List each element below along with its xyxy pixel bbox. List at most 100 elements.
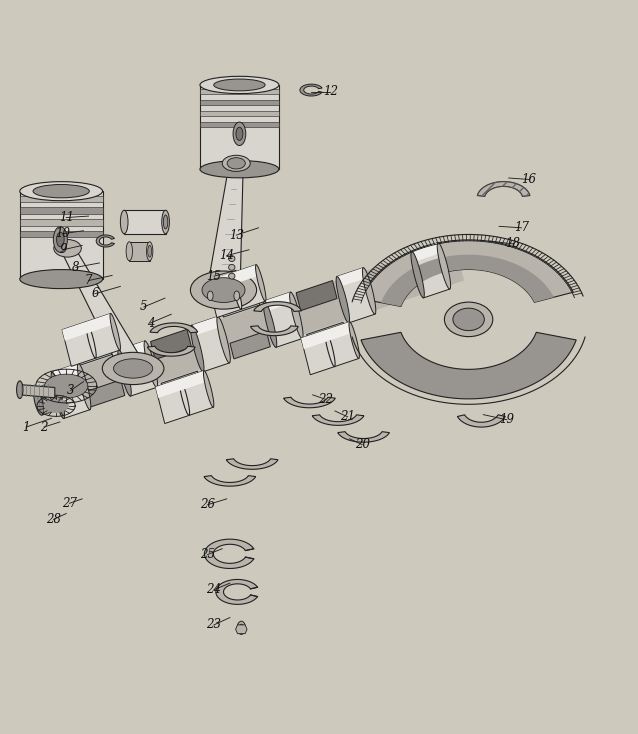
Ellipse shape [17,381,23,399]
Ellipse shape [236,127,243,140]
Ellipse shape [34,388,43,415]
Text: 15: 15 [207,269,221,283]
Polygon shape [200,89,279,95]
Text: 20: 20 [355,438,370,451]
Ellipse shape [228,255,235,261]
Polygon shape [361,333,576,399]
Ellipse shape [325,330,335,366]
Text: 14: 14 [219,249,234,262]
Text: 17: 17 [514,222,529,234]
Ellipse shape [102,352,164,385]
Polygon shape [226,459,278,469]
Polygon shape [204,476,256,486]
Polygon shape [52,363,81,382]
Ellipse shape [256,265,266,301]
Polygon shape [381,255,554,307]
Text: 27: 27 [62,497,77,510]
Ellipse shape [217,316,230,363]
Polygon shape [191,316,230,371]
Polygon shape [200,85,279,170]
Ellipse shape [20,181,103,200]
Ellipse shape [118,349,131,396]
Ellipse shape [121,210,128,233]
Polygon shape [312,415,364,425]
Text: 26: 26 [200,498,215,511]
Polygon shape [73,333,114,366]
Polygon shape [52,363,90,418]
Polygon shape [204,539,254,568]
Ellipse shape [110,313,121,350]
Polygon shape [337,268,375,323]
Ellipse shape [54,227,68,252]
Text: 16: 16 [522,173,537,186]
Polygon shape [251,326,298,335]
Text: 19: 19 [500,413,514,426]
Polygon shape [150,323,198,333]
Text: 21: 21 [340,410,355,424]
Ellipse shape [179,379,189,415]
Polygon shape [361,240,574,307]
Ellipse shape [33,184,89,198]
Ellipse shape [43,399,69,413]
Text: 7: 7 [85,274,93,287]
Text: 18: 18 [506,237,521,250]
Polygon shape [200,100,279,106]
Polygon shape [62,313,114,341]
Polygon shape [264,292,302,347]
Polygon shape [296,280,337,310]
Ellipse shape [144,341,158,388]
Polygon shape [300,84,322,96]
Polygon shape [119,341,157,396]
Ellipse shape [222,156,250,172]
Polygon shape [216,579,258,604]
Polygon shape [477,181,530,197]
Polygon shape [207,265,265,318]
Ellipse shape [239,624,244,631]
Polygon shape [151,330,191,360]
Ellipse shape [234,291,240,300]
Ellipse shape [51,372,64,418]
Ellipse shape [200,76,279,93]
Text: 12: 12 [323,85,338,98]
Ellipse shape [162,210,170,233]
Ellipse shape [148,245,152,257]
Ellipse shape [54,239,81,257]
Text: 2: 2 [40,421,48,434]
Polygon shape [207,164,243,290]
Text: 6: 6 [91,287,99,300]
Ellipse shape [204,371,214,407]
Polygon shape [156,371,207,398]
Polygon shape [62,313,120,366]
Polygon shape [337,268,366,287]
Text: 28: 28 [46,513,61,526]
Ellipse shape [290,292,303,338]
Polygon shape [20,195,103,202]
Ellipse shape [232,273,242,310]
Ellipse shape [214,79,265,91]
Ellipse shape [437,243,450,289]
Text: 8: 8 [72,261,80,274]
Polygon shape [301,322,359,375]
Ellipse shape [114,359,152,378]
Ellipse shape [200,161,279,178]
Polygon shape [207,265,259,292]
Polygon shape [20,230,103,237]
Ellipse shape [20,269,103,288]
Ellipse shape [445,302,493,337]
Ellipse shape [77,363,91,410]
Polygon shape [161,371,202,402]
Ellipse shape [45,374,88,398]
Polygon shape [147,346,195,356]
Polygon shape [230,331,271,359]
Ellipse shape [207,291,213,300]
Text: 24: 24 [207,584,221,596]
Ellipse shape [228,273,235,279]
Ellipse shape [147,241,153,261]
Polygon shape [457,415,505,427]
Text: 11: 11 [59,211,74,224]
Text: 4: 4 [147,316,154,330]
Ellipse shape [228,264,235,270]
Polygon shape [338,432,389,442]
Ellipse shape [227,158,246,169]
Ellipse shape [233,122,246,145]
